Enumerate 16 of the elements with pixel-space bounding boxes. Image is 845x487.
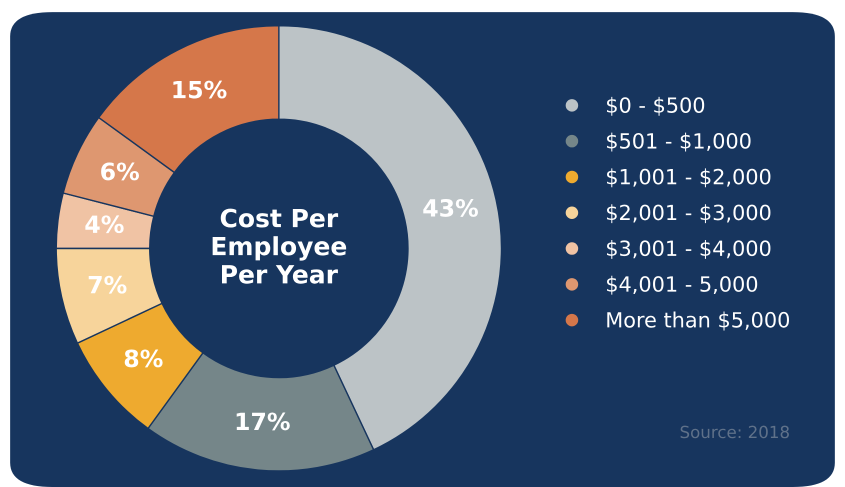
data-label: 17% — [236, 412, 290, 430]
data-label: 15% — [173, 80, 227, 99]
legend-label: $1,001 - $2,000 — [606, 168, 770, 188]
data-label: 4% — [85, 215, 124, 234]
legend-label: $4,001 - 5,000 — [606, 276, 758, 295]
legend-label: $3,001 - $4,000 — [606, 240, 770, 259]
legend-label: $2,001 - $3,000 — [606, 204, 770, 224]
data-label: 6% — [101, 162, 140, 180]
legend-label: $0 - $500 — [606, 96, 704, 116]
data-label: 7% — [88, 276, 126, 294]
source-note: Source: 2018 — [680, 426, 789, 438]
legend-label: $501 - $1,000 — [606, 132, 751, 152]
text: Cost Per Employee Per Year — [212, 208, 346, 284]
legend-label: More than $5,000 — [607, 312, 789, 330]
data-label: 8% — [124, 349, 163, 368]
data-label: 43% — [423, 198, 478, 217]
